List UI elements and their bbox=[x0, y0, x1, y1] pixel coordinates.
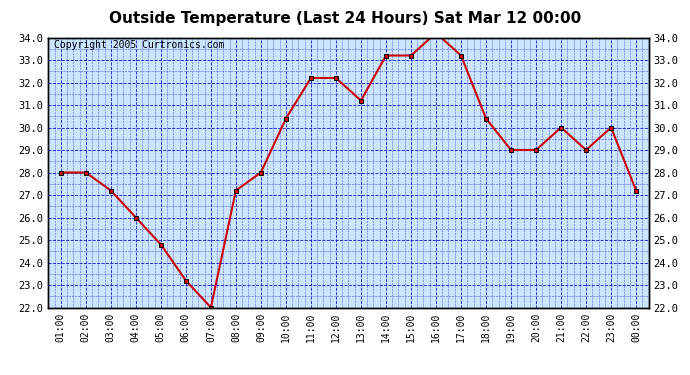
Text: Copyright 2005 Curtronics.com: Copyright 2005 Curtronics.com bbox=[55, 40, 225, 50]
Text: Outside Temperature (Last 24 Hours) Sat Mar 12 00:00: Outside Temperature (Last 24 Hours) Sat … bbox=[109, 11, 581, 26]
